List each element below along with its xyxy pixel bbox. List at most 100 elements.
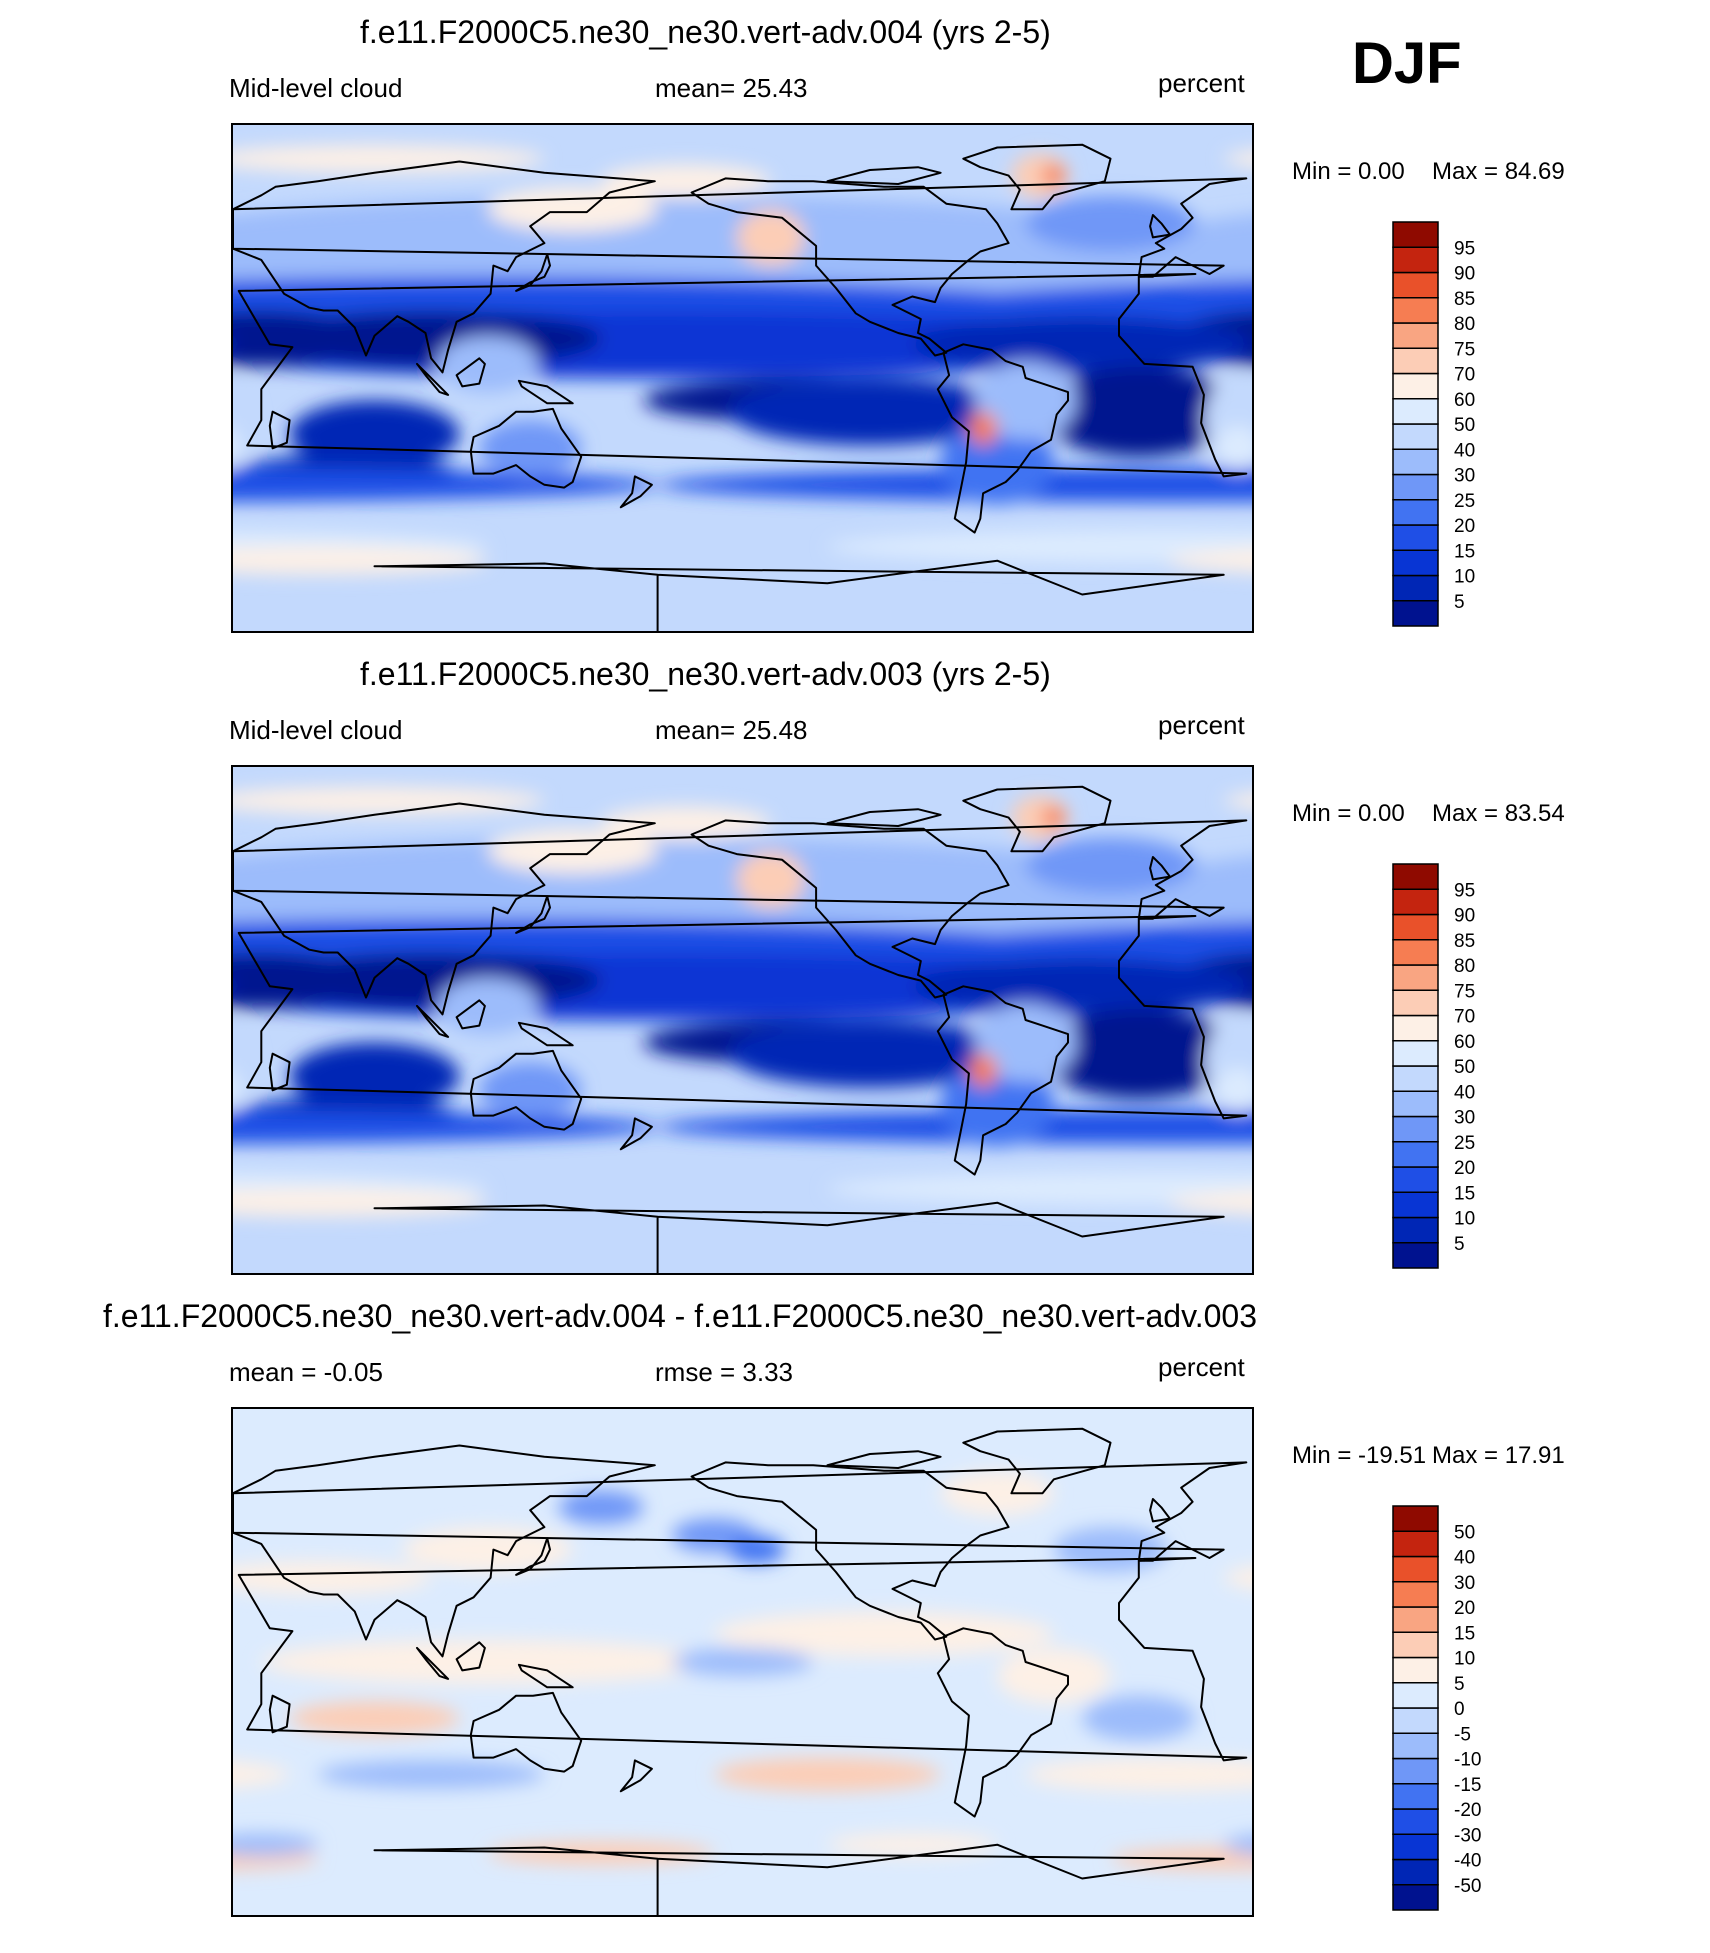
colorbar-bin	[1392, 322, 1439, 349]
colorbar-bin	[1392, 1757, 1439, 1785]
panel-3-min-label: Min = -19.51	[1292, 1442, 1427, 1469]
field-contour	[997, 1647, 1111, 1705]
colorbar-tick-label: 85	[1454, 931, 1475, 952]
colorbar-tick-label: 50	[1454, 1057, 1475, 1078]
field-contour	[714, 1611, 1054, 1657]
colorbar-tick-label: 5	[1454, 1674, 1465, 1695]
colorbar-tick-label: 80	[1454, 314, 1475, 335]
coastline	[619, 475, 653, 509]
coastline	[237, 273, 1248, 478]
field-contour	[1167, 548, 1252, 573]
colorbar-bin	[1392, 1732, 1439, 1760]
field-contour	[402, 1527, 573, 1573]
field-contour	[233, 1833, 318, 1856]
colorbar-tick-label: 5	[1454, 1234, 1465, 1255]
field-contour	[600, 806, 771, 841]
panel-3-units-label: percent	[1158, 1352, 1245, 1382]
coastline	[469, 1691, 583, 1773]
colorbar-tick-label: 90	[1454, 264, 1475, 285]
field-contour	[1223, 150, 1252, 167]
coastline	[469, 1049, 583, 1131]
field-contour	[1039, 366, 1238, 457]
coastline	[1149, 214, 1171, 239]
colorbar-tick-label: 60	[1454, 1032, 1475, 1053]
field-contour	[1042, 164, 1066, 187]
coastline	[455, 357, 486, 388]
field-contour	[1223, 792, 1252, 809]
field-contour	[233, 1760, 290, 1788]
coastline	[619, 1759, 653, 1793]
colorbar-tick-label: 70	[1454, 365, 1475, 386]
colorbar-bin	[1392, 1242, 1439, 1269]
colorbar-bin	[1392, 1808, 1439, 1835]
colorbar-bin	[1392, 964, 1439, 991]
coastline	[416, 1004, 450, 1038]
coastlines	[233, 1427, 1248, 1915]
coastline	[690, 1461, 1010, 1641]
coastlines	[233, 785, 1248, 1273]
panel-2-min-label: Min = 0.00	[1292, 800, 1405, 827]
coastline	[936, 1627, 1069, 1818]
colorbar-bin	[1392, 473, 1439, 501]
colorbar-tick-label: -15	[1454, 1775, 1481, 1796]
colorbar-tick-label: 50	[1454, 1522, 1475, 1543]
coastline	[233, 160, 656, 374]
panel-1-max-label: Max = 84.69	[1432, 158, 1565, 185]
field-contour	[1223, 1566, 1252, 1589]
coastline	[455, 999, 486, 1030]
colorbar-tick-label: 95	[1454, 238, 1475, 259]
colorbar-tick-label: 15	[1454, 1623, 1475, 1644]
coastline	[517, 1663, 574, 1689]
colorbar-tick-label: 10	[1454, 1209, 1475, 1230]
colorbar-tick-label: 95	[1454, 880, 1475, 901]
colorbar-bin	[1392, 1065, 1439, 1092]
colorbar-bin	[1392, 246, 1439, 274]
panel-2-max-label: Max = 83.54	[1432, 800, 1565, 827]
coastline	[268, 1694, 291, 1734]
coastline	[373, 1843, 1225, 1915]
colorbar-tick-label: 30	[1454, 1108, 1475, 1129]
colorbar-bin	[1392, 574, 1439, 602]
coastline	[515, 1537, 551, 1576]
colorbar-bin	[1392, 1530, 1439, 1558]
field-contour	[233, 430, 242, 466]
colorbar-bin	[1392, 939, 1439, 966]
colorbar-bin	[1392, 524, 1439, 551]
colorbar-tick-label: 50	[1454, 415, 1475, 436]
colorbar-bin	[1392, 1166, 1439, 1193]
field-contour	[1082, 1695, 1196, 1741]
field-contour	[261, 1639, 715, 1685]
panel-3-map	[231, 1407, 1254, 1917]
colorbar-tick-label: 30	[1454, 1573, 1475, 1594]
colorbar-bin	[1392, 1783, 1439, 1810]
coastline	[1149, 1498, 1171, 1523]
field-contour	[912, 316, 1252, 373]
field-contour	[436, 335, 539, 393]
field-contour	[1042, 806, 1066, 829]
colorbar-bin	[1392, 863, 1439, 890]
field-contour	[714, 1757, 941, 1792]
coastline	[936, 985, 1069, 1176]
coastline	[517, 1021, 574, 1047]
season-label: DJF	[1352, 31, 1462, 96]
colorbar-tick-label: 25	[1454, 491, 1475, 512]
coastline	[826, 808, 942, 827]
field-contour	[233, 1560, 432, 1595]
field-contour	[1223, 1834, 1252, 1855]
field-contour	[1025, 837, 1196, 894]
field-contour	[671, 1647, 814, 1677]
colorbar-bin	[1392, 1115, 1439, 1143]
colorbar-bin	[1392, 1656, 1439, 1684]
field-contour	[728, 1535, 785, 1564]
colorbar-bin	[1392, 1707, 1439, 1734]
field-contour	[974, 361, 1077, 440]
field-contour	[1215, 1067, 1252, 1113]
colorbar-tick-label: 85	[1454, 289, 1475, 310]
colorbar-bin	[1392, 989, 1439, 1017]
panel-2-title: f.e11.F2000C5.ne30_ne30.vert-adv.003 (yr…	[360, 656, 1051, 692]
coastline	[962, 785, 1112, 853]
field-contour	[233, 310, 375, 367]
panel-2-mean-label: mean= 25.48	[655, 715, 808, 745]
panel-3-mean-label: mean = -0.05	[229, 1357, 383, 1387]
panel-1-title: f.e11.F2000C5.ne30_ne30.vert-adv.004 (yr…	[360, 14, 1051, 50]
